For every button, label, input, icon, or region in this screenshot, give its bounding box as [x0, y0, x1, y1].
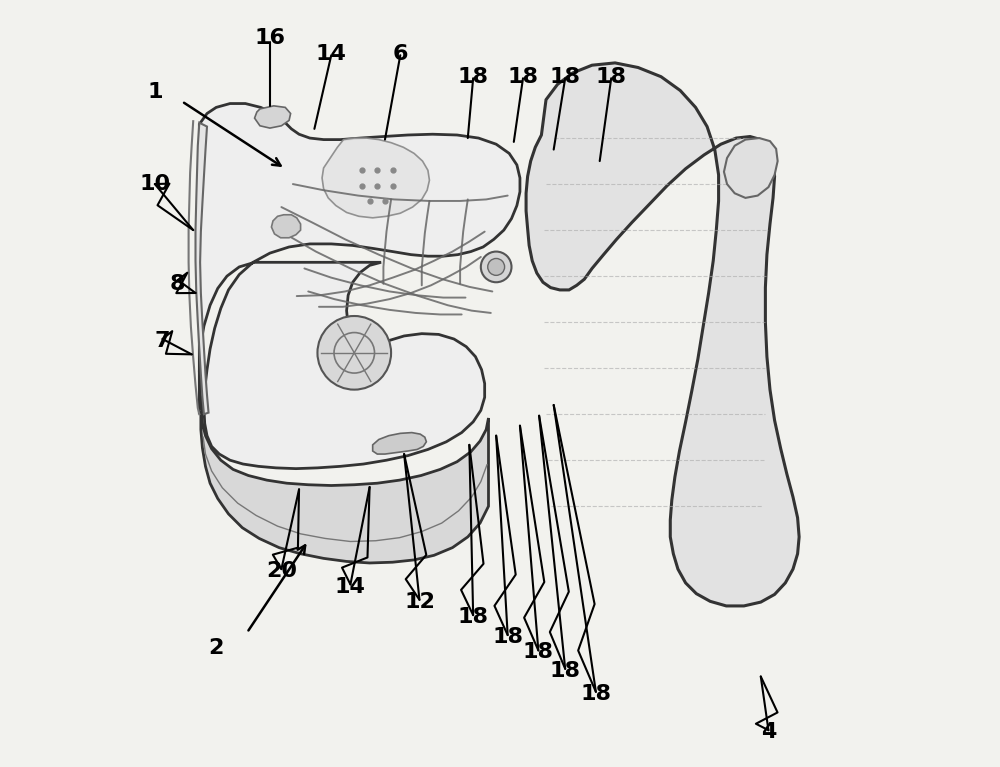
- Text: 20: 20: [266, 561, 297, 581]
- Text: 2: 2: [209, 638, 224, 658]
- Text: 4: 4: [761, 723, 776, 742]
- Text: 7: 7: [155, 331, 170, 351]
- Text: 18: 18: [492, 627, 523, 647]
- Text: 18: 18: [458, 67, 489, 87]
- Polygon shape: [199, 104, 520, 469]
- Circle shape: [481, 252, 512, 282]
- Polygon shape: [322, 138, 429, 218]
- Polygon shape: [201, 410, 488, 563]
- Text: 14: 14: [316, 44, 347, 64]
- Text: 10: 10: [139, 174, 170, 194]
- Polygon shape: [526, 63, 799, 606]
- Polygon shape: [373, 433, 426, 454]
- Circle shape: [317, 316, 391, 390]
- Polygon shape: [724, 138, 778, 198]
- Polygon shape: [271, 215, 301, 238]
- Text: 12: 12: [404, 592, 435, 612]
- Text: 18: 18: [550, 67, 581, 87]
- Text: 18: 18: [550, 661, 581, 681]
- Text: 1: 1: [147, 82, 163, 102]
- Polygon shape: [255, 106, 291, 128]
- Text: 14: 14: [335, 577, 366, 597]
- Text: 18: 18: [596, 67, 627, 87]
- Text: 18: 18: [458, 607, 489, 627]
- Polygon shape: [196, 123, 209, 414]
- Circle shape: [488, 258, 505, 275]
- Text: 18: 18: [508, 67, 539, 87]
- Text: 18: 18: [523, 642, 554, 662]
- Text: 6: 6: [393, 44, 408, 64]
- Text: 8: 8: [170, 274, 186, 294]
- Text: 18: 18: [580, 684, 611, 704]
- Text: 16: 16: [254, 28, 285, 48]
